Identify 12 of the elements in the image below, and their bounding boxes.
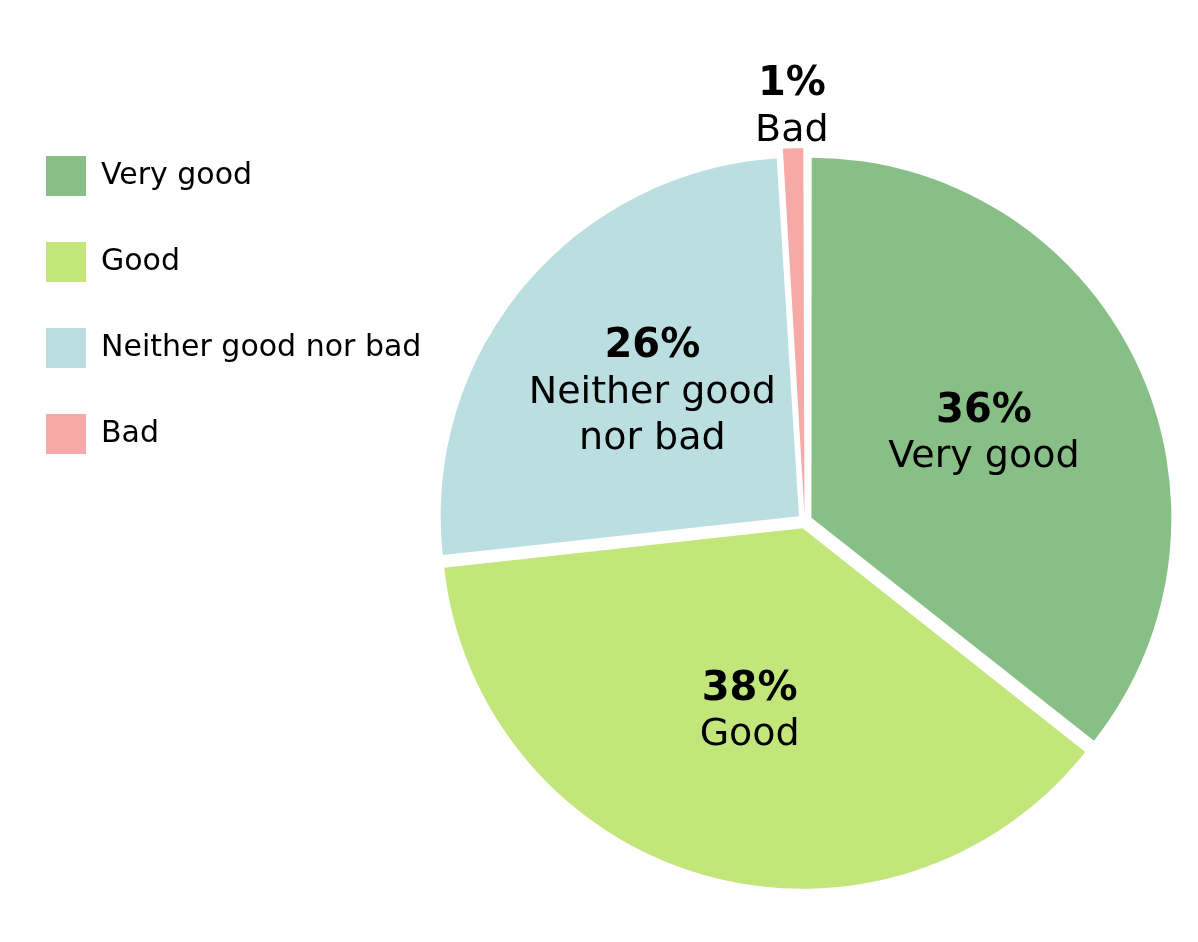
data-label: 36% <box>936 384 1032 431</box>
data-label: 1% <box>757 58 826 105</box>
slice-label: Neither good nor bad <box>528 367 776 458</box>
legend-label: Very good <box>101 155 253 191</box>
data-label: 26% <box>604 320 701 367</box>
slice-label: Good <box>699 710 800 755</box>
legend-label: Good <box>101 241 180 277</box>
slice-label: Very good <box>888 432 1080 477</box>
legend-label: Neither good nor bad <box>101 327 422 363</box>
data-label: 38% <box>701 662 798 709</box>
slice-label: Bad <box>755 105 829 150</box>
legend-label: Bad <box>101 413 160 449</box>
